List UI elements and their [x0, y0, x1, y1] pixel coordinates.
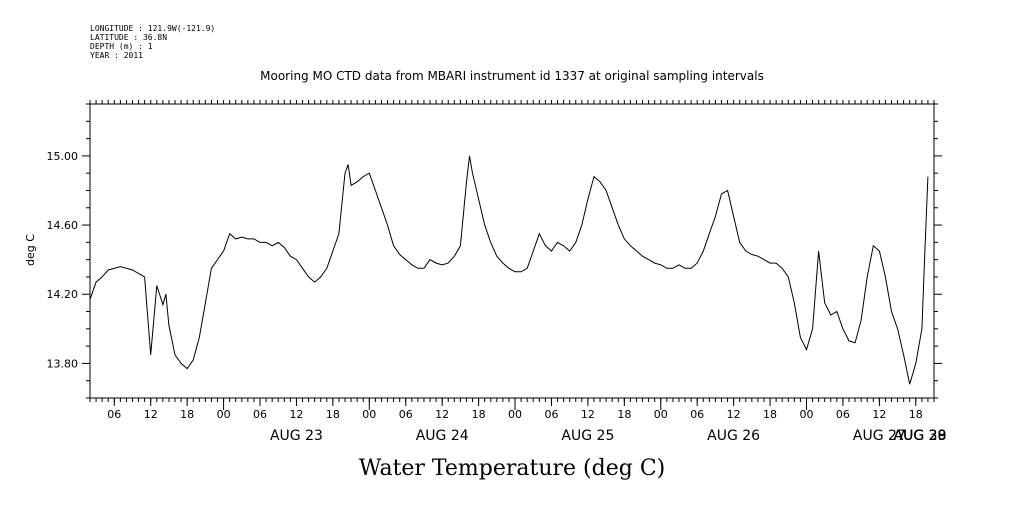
x-hour-tick-label: 00: [508, 408, 522, 421]
x-hour-tick-label: 12: [581, 408, 595, 421]
x-hour-tick-label: 00: [217, 408, 231, 421]
x-hour-tick-label: 06: [544, 408, 558, 421]
metadata-year: YEAR : 2011: [90, 51, 143, 60]
x-day-label: AUG 29: [894, 428, 947, 444]
plot-frame: [89, 103, 935, 399]
x-day-label: AUG 30: [894, 428, 947, 444]
x-hour-tick-label: 18: [617, 408, 631, 421]
x-hour-tick-label: 12: [872, 408, 886, 421]
x-hour-tick-label: 00: [654, 408, 668, 421]
x-hour-tick-label: 00: [799, 408, 813, 421]
x-day-label: AUG 25: [561, 428, 614, 444]
y-axis-label: deg C: [24, 234, 37, 266]
temperature-series-line: [89, 155, 929, 385]
x-hour-tick-label: 18: [472, 408, 486, 421]
x-day-label: AUG 23: [270, 428, 323, 444]
y-tick-label: 14.20: [47, 288, 79, 301]
x-hour-tick-label: 06: [399, 408, 413, 421]
x-day-label: AUG 28: [894, 428, 947, 444]
x-hour-tick-label: 12: [435, 408, 449, 421]
x-hour-tick-label: 18: [326, 408, 340, 421]
x-hour-tick-label: 06: [836, 408, 850, 421]
x-hour-tick-label: 12: [289, 408, 303, 421]
x-hour-tick-label: 06: [253, 408, 267, 421]
x-hour-tick-label: 06: [690, 408, 704, 421]
x-hour-tick-label: 06: [107, 408, 121, 421]
y-tick-label: 13.80: [47, 357, 79, 370]
y-tick-label: 15.00: [47, 150, 79, 163]
chart-title: Mooring MO CTD data from MBARI instrumen…: [260, 69, 764, 83]
metadata-longitude: LONGITUDE : 121.9W(-121.9): [90, 24, 215, 33]
x-hour-tick-label: 18: [180, 408, 194, 421]
x-hour-tick-label: 18: [763, 408, 777, 421]
x-day-label: AUG 27: [853, 428, 906, 444]
x-axis-label: Water Temperature (deg C): [359, 456, 666, 481]
x-hour-tick-label: 18: [909, 408, 923, 421]
x-hour-tick-label: 00: [362, 408, 376, 421]
x-day-label: AUG 26: [707, 428, 760, 444]
metadata-latitude: LATITUDE : 36.8N: [90, 33, 167, 42]
axis-tick-labels: 06 12 18 00 06 12 18 00 06 12 18 00 06 12 18 00 06 12 18 00…: [47, 150, 947, 444]
y-tick-label: 14.60: [47, 219, 79, 232]
metadata-depth: DEPTH (m) : 1: [90, 42, 153, 51]
x-hour-tick-label: 12: [144, 408, 158, 421]
axis-ticks: [82, 100, 942, 410]
x-hour-tick-label: 12: [727, 408, 741, 421]
metadata-block: LONGITUDE : 121.9W(-121.9) LATITUDE : 36…: [90, 24, 215, 60]
x-day-label: AUG 24: [416, 428, 469, 444]
